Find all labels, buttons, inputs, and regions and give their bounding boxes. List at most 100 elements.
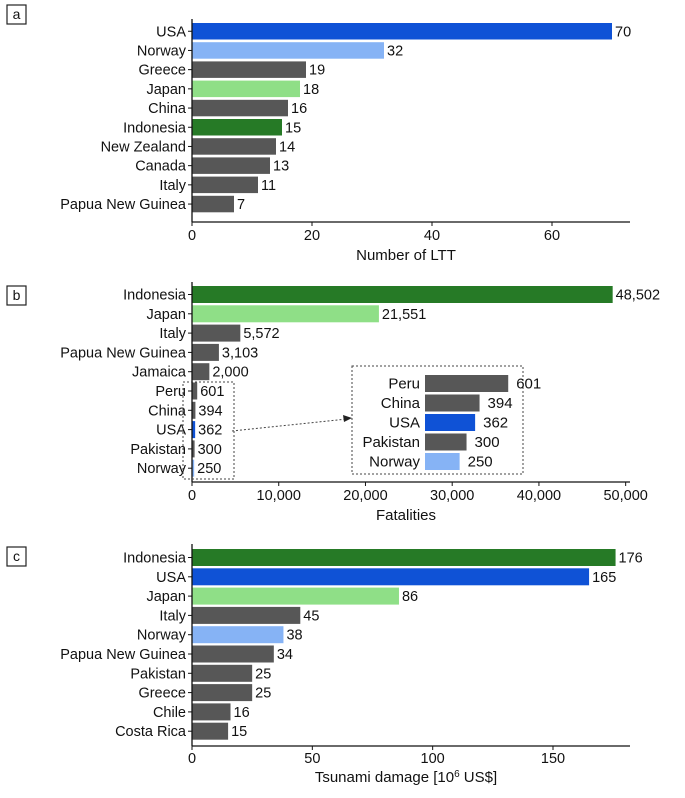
bar (192, 626, 284, 644)
value-label: 14 (279, 139, 295, 155)
category-label: Papua New Guinea (60, 345, 187, 361)
value-label: 21,551 (382, 307, 426, 323)
inset-category-label: Norway (369, 454, 420, 471)
category-label: China (148, 101, 187, 117)
bar (192, 324, 241, 342)
bar (192, 401, 196, 419)
inset-value-label: 300 (475, 434, 500, 451)
bar (192, 568, 590, 586)
bar (192, 42, 384, 59)
value-label: 362 (198, 423, 222, 439)
bar (192, 459, 195, 477)
category-label: Papua New Guinea (60, 197, 187, 213)
inset-value-label: 394 (488, 395, 513, 412)
bar (192, 138, 276, 155)
bar (192, 549, 616, 566)
category-label: New Zealand (101, 139, 186, 155)
panel-b-zoom-arrowhead (343, 415, 352, 422)
bar (192, 119, 282, 136)
value-label: 70 (615, 24, 631, 40)
bar (192, 286, 613, 303)
inset-value-label: 250 (468, 454, 493, 471)
category-label: Greece (138, 63, 186, 79)
value-label: 2,000 (212, 365, 248, 381)
category-label: USA (156, 24, 186, 40)
panel-c-label-box (6, 546, 27, 567)
value-label: 250 (197, 461, 221, 477)
inset-bar (425, 394, 480, 412)
inset-bar (425, 433, 467, 451)
x-tick-label: 30,000 (430, 488, 474, 504)
value-label: 165 (592, 570, 616, 586)
panel-c-x-axis-label-superscript: 6 (454, 769, 460, 780)
value-label: 45 (303, 608, 319, 624)
value-label: 32 (387, 43, 403, 59)
x-tick-label: 20,000 (343, 488, 387, 504)
panel-c-bars: Indonesia 176 USA 165 Japan 86 Italy 45 Norway 38… (60, 549, 643, 767)
panel-a-label: a (13, 6, 21, 22)
category-label: Indonesia (123, 120, 187, 136)
value-label: 25 (255, 686, 271, 702)
panel-b: b Indonesia 48,502 Japan 21,551 Italy 5,572 Pa… (6, 282, 660, 524)
panel-a-label-box (6, 4, 27, 25)
value-label: 394 (198, 403, 222, 419)
value-label: 11 (261, 178, 276, 194)
category-label: Norway (137, 628, 187, 644)
category-label: Norway (137, 43, 187, 59)
bar (192, 703, 231, 721)
bar (192, 382, 198, 400)
panel-c-x-axis-label-suffix: US$] (460, 769, 498, 786)
category-label: Indonesia (123, 551, 187, 567)
category-label: Japan (146, 589, 186, 605)
panel-b-label-box (6, 285, 27, 306)
x-tick-label: 50,000 (603, 488, 647, 504)
category-label: Canada (135, 159, 187, 175)
panel-b-bars: Indonesia 48,502 Japan 21,551 Italy 5,572 Papu… (60, 286, 660, 504)
category-label: Italy (159, 326, 186, 342)
bar (192, 363, 210, 381)
panel-c-label: c (13, 548, 20, 564)
inset-category-label: Pakistan (362, 434, 420, 451)
x-tick-label: 40 (424, 228, 440, 244)
bar (192, 440, 195, 458)
bar (192, 99, 288, 117)
category-label: Jamaica (132, 365, 187, 381)
bar (192, 664, 253, 682)
category-label: Italy (159, 178, 186, 194)
x-tick-label: 150 (541, 751, 565, 767)
bar (192, 80, 300, 98)
category-label: Japan (146, 307, 186, 323)
inset-category-label: USA (389, 415, 420, 432)
x-tick-label: 10,000 (257, 488, 301, 504)
value-label: 16 (234, 705, 250, 721)
value-label: 601 (200, 384, 224, 400)
value-label: 300 (198, 442, 222, 458)
category-label: Pakistan (130, 666, 186, 682)
x-tick-label: 0 (188, 751, 196, 767)
x-tick-label: 60 (544, 228, 560, 244)
value-label: 19 (309, 63, 325, 79)
category-label: Chile (153, 705, 186, 721)
panel-b-inset-bars: Peru 601 China 394 USA 362 Pakistan 300 Norway 25… (362, 375, 541, 471)
category-label: Greece (138, 686, 186, 702)
value-label: 16 (291, 101, 307, 117)
panel-a-x-axis-label: Number of LTT (356, 247, 456, 264)
value-label: 13 (273, 159, 289, 175)
x-tick-label: 0 (188, 488, 196, 504)
value-label: 15 (285, 120, 301, 136)
value-label: 15 (231, 724, 247, 740)
category-label: Pakistan (130, 442, 186, 458)
inset-bar (425, 414, 476, 431)
value-label: 25 (255, 666, 271, 682)
value-label: 48,502 (616, 288, 660, 304)
category-label: USA (156, 570, 186, 586)
category-label: USA (156, 423, 186, 439)
category-label: Indonesia (123, 288, 187, 304)
value-label: 3,103 (222, 345, 258, 361)
x-tick-label: 100 (421, 751, 445, 767)
inset-bar (425, 453, 460, 470)
panel-b-zoom-region (182, 381, 235, 480)
panel-b-zoom-connector (231, 418, 348, 432)
inset-category-label: Peru (388, 376, 420, 393)
